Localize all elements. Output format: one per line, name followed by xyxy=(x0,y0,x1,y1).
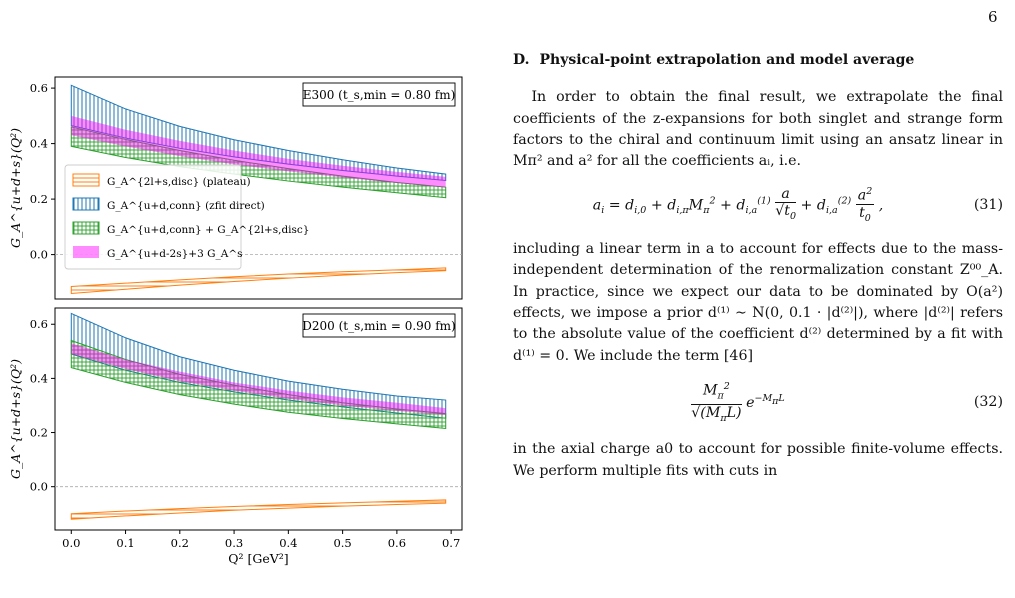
series-band-0 xyxy=(70,267,447,294)
section-number: D. xyxy=(513,52,530,68)
section-title: Physical-point extrapolation and model a… xyxy=(539,52,915,68)
series-band-2 xyxy=(70,126,447,199)
legend-label: G_A^{u+d,conn} (zfit direct) xyxy=(107,200,265,212)
y-tick-label: 0.4 xyxy=(30,137,48,151)
equation-32: Mπ2 √(MπL) e−MπL (32) xyxy=(513,379,1003,427)
text-column: D. Physical-point extrapolation and model… xyxy=(513,50,1003,482)
y-tick-label: 0.2 xyxy=(30,192,48,206)
paragraph-3: in the axial charge a0 to account for po… xyxy=(513,441,1003,479)
y-tick-label: 0.4 xyxy=(30,371,48,385)
legend-label: G_A^{u+d,conn} + G_A^{2l+s,disc} xyxy=(107,224,310,236)
legend-swatch xyxy=(72,173,100,187)
x-tick-label: 0.5 xyxy=(333,536,351,550)
figure: 0.0 0.2 0.4 0.6 G_A^{u+d+s}(Q²) E300 (t_s,min… xyxy=(8,76,463,566)
equation-31-body: ai = di,0 + di,πMπ2 + di,a(1) a √t0 + di,… xyxy=(592,186,884,225)
annotation-box xyxy=(302,313,456,338)
legend-label: G_A^{u+d-2s}+3 G_A^s xyxy=(107,248,243,260)
equation-31-number: (31) xyxy=(973,197,1003,214)
annotation-label: E300 (t_s,min = 0.80 fm) xyxy=(303,88,456,102)
equation-32-body: Mπ2 √(MπL) e−MπL xyxy=(691,380,785,425)
section-heading: D. Physical-point extrapolation and model… xyxy=(513,50,1003,71)
legend-box xyxy=(64,164,242,270)
x-tick-label: 0.1 xyxy=(116,536,134,550)
chart-panel-e300: 0.0 0.2 0.4 0.6 G_A^{u+d+s}(Q²) E300 (t_s,min… xyxy=(8,76,463,300)
x-tick-label: 0.6 xyxy=(388,536,406,550)
x-axis-label: Q² [GeV²] xyxy=(228,551,288,566)
legend-swatch xyxy=(73,246,99,258)
y-axis-label: G_A^{u+d+s}(Q²) xyxy=(8,128,23,248)
annotation-label: D200 (t_s,min = 0.90 fm) xyxy=(302,319,455,333)
x-tick-label: 0.2 xyxy=(171,536,189,550)
equation-32-number: (32) xyxy=(973,394,1003,411)
y-tick-label: 0.6 xyxy=(30,81,48,95)
series-band-3 xyxy=(71,343,446,415)
legend-swatch xyxy=(72,221,100,235)
annotation-box xyxy=(302,82,456,107)
x-tick-label: 0.4 xyxy=(279,536,297,550)
x-tick-label: 0.3 xyxy=(225,536,243,550)
y-tick-label: 0.6 xyxy=(30,317,48,331)
chart-panel-d200: 0.0 0.2 0.4 0.6 0.0 0.1 0.2 0.3 0.4 0.5 0.6 0.7 Q² [… xyxy=(8,307,463,566)
legend-label: G_A^{2l+s,disc} (plateau) xyxy=(107,176,251,188)
series-band-0 xyxy=(70,499,447,520)
paragraph-2: including a linear term in a to account … xyxy=(513,241,1003,364)
y-tick-label: 0.2 xyxy=(30,426,48,440)
x-tick-label: 0.0 xyxy=(62,536,80,550)
legend-swatch xyxy=(72,197,100,211)
paragraph-1: In order to obtain the final result, we … xyxy=(513,89,1003,170)
y-tick-label: 0.0 xyxy=(30,480,48,494)
y-tick-label: 0.0 xyxy=(30,248,48,262)
y-axis-label: G_A^{u+d+s}(Q²) xyxy=(8,359,23,479)
x-tick-label: 0.7 xyxy=(442,536,460,550)
page-number: 6 xyxy=(988,8,998,26)
equation-31: ai = di,0 + di,πMπ2 + di,a(1) a √t0 + di,… xyxy=(513,184,1003,227)
series-band-3 xyxy=(71,115,446,188)
series-band-2 xyxy=(70,339,447,430)
series-band-1 xyxy=(70,84,447,182)
